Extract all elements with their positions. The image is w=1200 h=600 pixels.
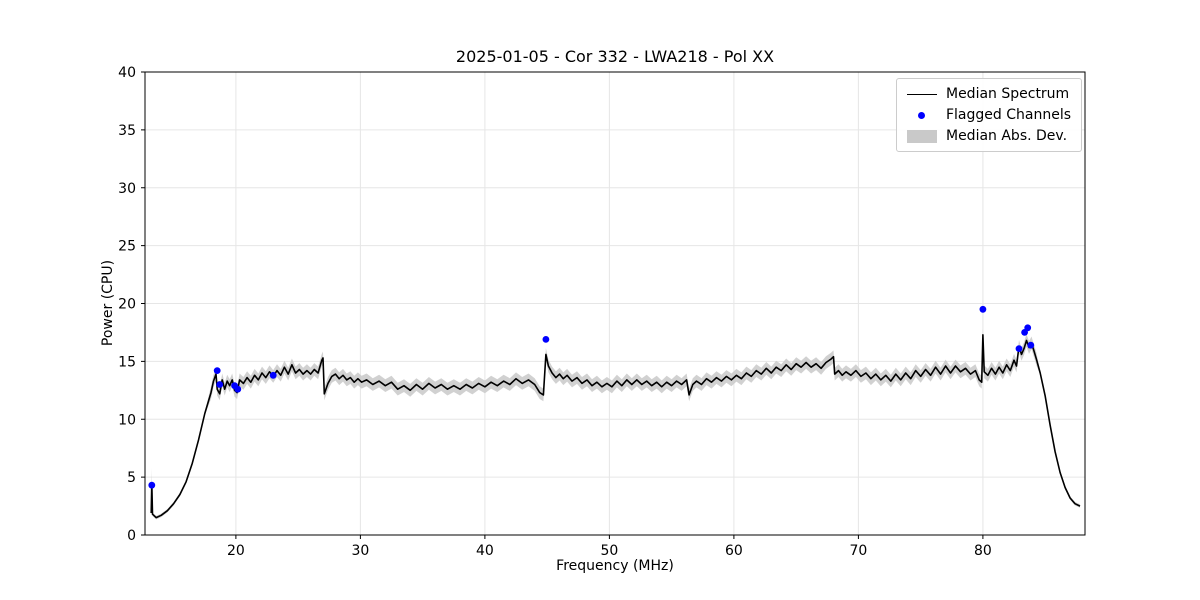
svg-text:60: 60 [725,543,743,559]
svg-text:35: 35 [118,123,136,139]
legend-label: Flagged Channels [945,107,1071,123]
legend-item-median-spectrum: Median Spectrum [906,86,1071,102]
median-abs-dev-band-icon [906,129,937,143]
svg-text:0: 0 [127,528,136,544]
legend: Median Spectrum Flagged Channels Median … [895,78,1082,152]
svg-text:10: 10 [118,412,136,428]
flagged-channels-dot-icon [907,111,937,119]
svg-text:40: 40 [476,543,494,559]
legend-label: Median Spectrum [945,86,1070,102]
svg-text:20: 20 [227,543,245,559]
svg-text:20: 20 [118,297,136,313]
x-axis-label: Frequency (MHz) [556,558,674,574]
svg-text:50: 50 [600,543,618,559]
legend-item-flagged-channels: Flagged Channels [907,107,1071,123]
median-spectrum-line-icon [906,93,937,95]
svg-text:30: 30 [118,181,136,197]
svg-text:40: 40 [118,65,136,81]
svg-text:25: 25 [118,239,136,255]
svg-text:70: 70 [849,543,867,559]
svg-text:80: 80 [974,543,992,559]
legend-item-median-abs-dev: Median Abs. Dev. [906,128,1071,144]
svg-text:5: 5 [127,470,136,486]
chart-title: 2025-01-05 - Cor 332 - LWA218 - Pol XX [455,47,775,66]
svg-text:15: 15 [118,354,136,370]
svg-text:30: 30 [351,543,369,559]
legend-label: Median Abs. Dev. [945,128,1068,144]
